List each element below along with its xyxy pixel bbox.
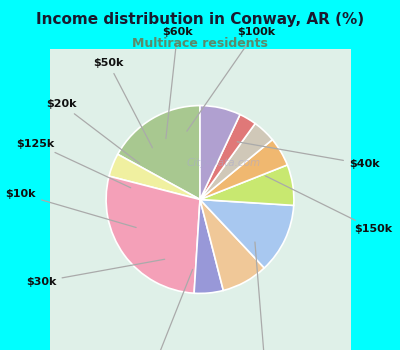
Text: Multirace residents: Multirace residents xyxy=(132,37,268,50)
Text: City-Data.com: City-Data.com xyxy=(187,159,261,168)
Wedge shape xyxy=(109,154,200,199)
Wedge shape xyxy=(106,176,200,293)
Wedge shape xyxy=(118,106,200,200)
Wedge shape xyxy=(200,106,240,200)
Wedge shape xyxy=(194,199,223,293)
Text: $60k: $60k xyxy=(162,27,193,139)
Wedge shape xyxy=(200,114,255,200)
Text: $40k: $40k xyxy=(237,142,380,169)
Text: $150k: $150k xyxy=(265,176,393,234)
Wedge shape xyxy=(200,124,272,200)
FancyBboxPatch shape xyxy=(7,7,393,350)
Wedge shape xyxy=(200,165,294,205)
Text: $200k: $200k xyxy=(132,270,193,350)
Wedge shape xyxy=(200,199,294,268)
Wedge shape xyxy=(200,140,287,199)
Text: Income distribution in Conway, AR (%): Income distribution in Conway, AR (%) xyxy=(36,12,364,27)
Wedge shape xyxy=(200,199,264,290)
Text: $30k: $30k xyxy=(26,259,165,287)
Text: $10k: $10k xyxy=(6,189,136,228)
Text: $20k: $20k xyxy=(47,99,140,163)
Text: $100k: $100k xyxy=(187,27,275,131)
Text: $50k: $50k xyxy=(93,58,152,148)
Text: $75k: $75k xyxy=(250,242,280,350)
Text: $125k: $125k xyxy=(17,139,131,188)
